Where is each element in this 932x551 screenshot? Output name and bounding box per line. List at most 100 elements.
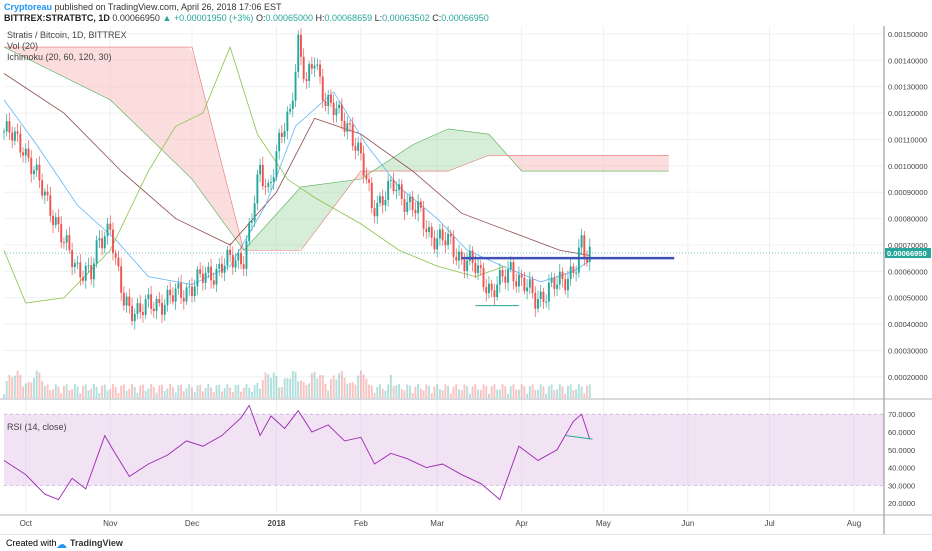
candle-body <box>493 290 496 298</box>
candle-body <box>193 286 196 297</box>
candle-body <box>362 153 365 176</box>
candle-body <box>507 269 509 283</box>
candle-body <box>428 226 430 233</box>
candle-body <box>218 263 221 269</box>
chart-area[interactable]: 0.00020000 0.00030000 0.00040000 0.00050000… <box>0 24 932 536</box>
candle-body <box>335 108 338 116</box>
candle-body <box>261 164 264 187</box>
candle-body <box>122 292 125 306</box>
volume-bar <box>5 381 8 398</box>
volume-bar <box>485 386 488 398</box>
candle-body <box>395 189 398 192</box>
ichimoku-cloud-segment <box>516 155 522 172</box>
volume-bar <box>474 384 477 398</box>
ichimoku-cloud-segment <box>619 155 626 172</box>
candle-body <box>131 306 134 322</box>
ichimoku-cloud-segment <box>559 155 566 172</box>
low-value: 0.00063502 <box>382 13 430 23</box>
volume-bar <box>395 385 398 398</box>
candle-body <box>191 286 193 297</box>
volume-bar <box>531 384 534 398</box>
ichimoku-cloud-segment <box>603 155 609 172</box>
candle-body <box>150 294 153 309</box>
ichimoku-cloud-segment <box>532 155 538 172</box>
candle-body <box>433 237 436 250</box>
candle-body <box>449 233 452 237</box>
ichimoku-cloud-segment <box>570 155 577 172</box>
volume-bar <box>400 388 403 398</box>
volume-bar <box>498 389 501 398</box>
footer: Created with ☁ TradingView <box>0 534 932 551</box>
volume-bar <box>586 385 588 398</box>
candle-body <box>291 100 294 110</box>
candle-body <box>210 266 213 281</box>
candle-body <box>35 164 38 171</box>
high-label: H: <box>315 13 325 23</box>
volume-bar <box>512 384 515 398</box>
candle-body <box>68 235 71 251</box>
volume-bar <box>545 393 548 398</box>
volume-bar <box>60 393 63 398</box>
author-link[interactable]: Cryptoreau <box>4 2 53 12</box>
candle-body <box>158 298 161 303</box>
volume-bar <box>384 390 387 398</box>
price-tick-label: 0.00140000 <box>888 56 928 65</box>
ichimoku-cloud-segment <box>205 100 212 206</box>
candle-body <box>556 284 559 289</box>
candle-body <box>531 279 534 293</box>
candle-body <box>139 303 142 313</box>
candle-body <box>417 201 420 214</box>
candle-body <box>161 302 163 315</box>
ichimoku-cloud-segment <box>74 47 81 85</box>
volume-bar <box>520 384 523 398</box>
candle-body <box>128 296 131 307</box>
volume-bar <box>370 385 373 398</box>
last-price: 0.00066950 <box>112 13 160 23</box>
time-tick-label: Dec <box>185 519 199 528</box>
volume-bar <box>163 390 166 398</box>
ichimoku-cloud-segment <box>646 155 653 172</box>
volume-bar <box>136 392 139 398</box>
volume-bar <box>68 390 71 398</box>
ichimoku-cloud-segment <box>145 47 152 140</box>
candle-body <box>376 202 379 217</box>
volume-bar <box>248 387 251 398</box>
price-tick-label: 0.00100000 <box>888 162 928 171</box>
volume-bar <box>441 390 444 398</box>
volume-bar <box>580 386 583 398</box>
ichimoku-cloud-segment <box>53 47 59 75</box>
ichimoku-cloud-segment <box>58 47 64 77</box>
price-tick-label: 0.00150000 <box>888 30 928 39</box>
candle-body <box>5 121 8 132</box>
ichimoku-cloud-segment <box>216 143 222 221</box>
volume-bar <box>62 385 65 398</box>
ichimoku-cloud-segment <box>292 189 299 251</box>
volume-bar <box>509 386 512 398</box>
volume-bar <box>212 392 215 398</box>
ichimoku-cloud-segment <box>478 132 484 160</box>
footer-brand[interactable]: TradingView <box>70 538 123 548</box>
price-chart[interactable]: 0.00020000 0.00030000 0.00040000 0.00050000… <box>0 24 932 536</box>
rsi-band <box>4 414 884 486</box>
volume-bar <box>92 384 95 398</box>
ichimoku-cloud-segment <box>91 47 97 94</box>
price-tick-label: 0.00080000 <box>888 215 928 224</box>
ichimoku-cloud-segment <box>162 47 168 156</box>
candle-body <box>411 196 414 211</box>
ichimoku-cloud-segment <box>178 47 184 172</box>
volume-bar <box>27 381 30 398</box>
candle-body <box>575 272 578 274</box>
volume-bar <box>30 382 33 398</box>
time-tick-label: Apr <box>515 519 528 528</box>
volume-bar <box>117 392 120 398</box>
ichimoku-cloud-segment <box>625 155 631 172</box>
volume-bar <box>368 384 371 398</box>
time-tick-label: Mar <box>430 519 444 528</box>
volume-bar <box>340 370 343 398</box>
ichimoku-cloud-segment <box>63 47 70 80</box>
ichimoku-cloud-segment <box>423 137 430 172</box>
candle-body <box>79 262 82 278</box>
volume-bar <box>196 385 199 398</box>
open-value: 0.00065000 <box>265 13 314 23</box>
candle-body <box>577 247 580 273</box>
